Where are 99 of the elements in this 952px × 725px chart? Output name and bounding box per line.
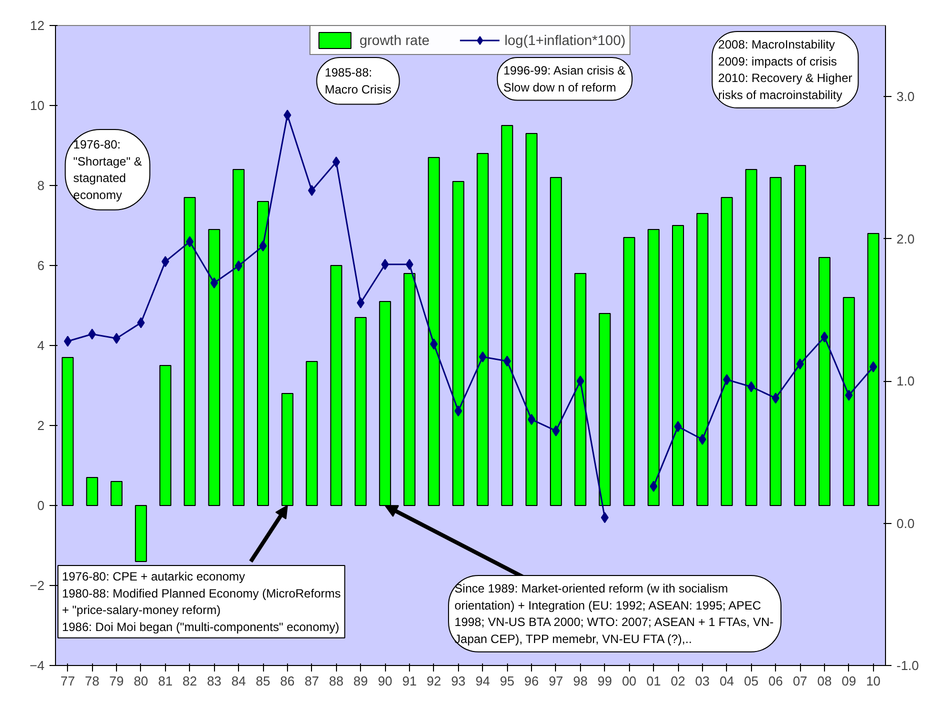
x-tick-label: 81 <box>158 674 173 688</box>
x-tick-label: 77 <box>60 674 75 688</box>
x-tick-label: 00 <box>622 674 636 688</box>
x-tick-label: 95 <box>500 674 514 688</box>
legend-label: growth rate <box>359 32 430 48</box>
point <box>600 512 609 524</box>
x-tick-label: 86 <box>280 674 295 688</box>
bar <box>867 233 880 506</box>
y2-tick-label: 1.0 <box>896 374 915 389</box>
x-tick-label: 89 <box>353 674 368 688</box>
bar <box>452 181 464 506</box>
y2-tick-label: 3.0 <box>896 89 915 104</box>
bar <box>501 125 514 506</box>
bar <box>403 273 416 506</box>
bar <box>598 313 611 506</box>
x-tick-label: 84 <box>231 674 246 688</box>
bar <box>354 317 367 506</box>
x-tick-label: 04 <box>720 674 734 688</box>
y-tick-label: 0 <box>37 498 45 513</box>
annotation: 1985-88: Macro Crisis <box>324 66 392 96</box>
point <box>308 184 316 196</box>
x-tick-label: 09 <box>842 674 856 688</box>
x-tick-label: 88 <box>329 674 344 688</box>
x-tick-label: 98 <box>573 674 588 688</box>
point <box>332 156 340 168</box>
bar <box>257 201 269 506</box>
y-tick-label: 2 <box>37 418 45 433</box>
x-tick-label: 97 <box>548 674 564 688</box>
bar <box>672 225 684 506</box>
bar <box>330 265 342 506</box>
bar <box>720 197 733 506</box>
x-tick-label: 91 <box>402 674 417 688</box>
annotation: Since 1989: Market-oriented reform (w ith socialism orientation) + Integration (EU: 1992; ASEAN: 1995; APEC 1998; VN-US BTA 2000; WTO: 2007; ASEAN + 1 FTAs, VN- Japan CEP), TPP memebr, VN-EU FTA (?),.. <box>454 582 774 646</box>
annotation: 1996-99: Asian crisis & Slow dow n of reform <box>503 64 626 94</box>
bar <box>770 177 782 506</box>
y-tick-label: 6 <box>37 258 45 273</box>
bar <box>232 169 245 506</box>
bar <box>86 477 98 506</box>
x-tick-label: 96 <box>524 674 539 688</box>
point <box>478 351 487 362</box>
point <box>186 236 194 248</box>
bar <box>550 177 562 506</box>
bar <box>745 169 758 506</box>
x-tick-label: 06 <box>768 674 783 688</box>
bar <box>306 361 318 506</box>
y-tick-label: −4 <box>30 658 45 673</box>
bar <box>574 273 586 506</box>
legend-label: log(1+inflation*100) <box>504 32 626 48</box>
annotation: 1976-80: "Shortage" & stagnated economy <box>73 138 142 202</box>
x-tick-label: 85 <box>256 674 270 688</box>
bar <box>623 237 636 506</box>
x-tick-label: 08 <box>817 674 832 688</box>
x-tick-label: 93 <box>451 674 466 688</box>
y2-tick-label: 0.0 <box>896 516 915 531</box>
y2-tick-label: 2.0 <box>896 231 915 246</box>
annotation: 2008: MacroInstability 2009: impacts of crisis 2010: Recovery & Higher risks of macroinstability <box>718 38 852 102</box>
x-tick-label: 78 <box>84 674 100 688</box>
y-tick-label: 10 <box>30 98 45 113</box>
bar <box>842 297 855 506</box>
bar <box>62 357 74 506</box>
x-tick-label: 80 <box>134 674 148 688</box>
y-tick-label: 12 <box>30 18 45 33</box>
x-tick-label: 94 <box>475 674 490 688</box>
x-tick-label: 92 <box>426 674 442 688</box>
x-tick-label: 79 <box>109 674 124 688</box>
x-tick-label: 10 <box>866 674 881 688</box>
point <box>210 277 218 288</box>
y-tick-label: −2 <box>30 578 45 593</box>
x-tick-label: 02 <box>670 674 686 688</box>
y-tick-label: 8 <box>37 178 45 193</box>
bar <box>648 229 660 506</box>
point <box>747 381 756 392</box>
bar <box>110 481 123 506</box>
bar <box>476 153 489 506</box>
bar <box>159 365 172 506</box>
x-tick-label: 01 <box>646 674 661 688</box>
x-tick-label: 83 <box>206 674 222 688</box>
x-tick-label: 99 <box>598 674 612 688</box>
bar <box>818 257 830 506</box>
point <box>722 374 731 386</box>
bar <box>794 165 806 506</box>
bar <box>428 157 440 506</box>
x-tick-label: 82 <box>182 674 198 688</box>
y-tick-label: 4 <box>37 338 45 353</box>
y2-tick-label: -1.0 <box>896 658 919 673</box>
bar <box>184 197 196 506</box>
x-tick-label: 05 <box>744 674 758 688</box>
bar <box>208 229 220 506</box>
point <box>869 361 878 372</box>
x-tick-label: 87 <box>304 674 320 688</box>
point <box>64 336 72 347</box>
x-tick-label: 07 <box>792 674 808 688</box>
x-tick-label: 90 <box>378 674 392 688</box>
x-tick-label: 03 <box>695 674 710 688</box>
bar <box>134 505 147 562</box>
point <box>454 405 462 416</box>
bar <box>526 133 538 506</box>
annotation: 1976-80: CPE + autarkic economy 1980-88: Modified Planned Economy (MicroReforms + "price-salary-money reform) 1986: Doi Moi began ("multi-components" economy) <box>62 570 341 634</box>
bar <box>696 213 708 506</box>
